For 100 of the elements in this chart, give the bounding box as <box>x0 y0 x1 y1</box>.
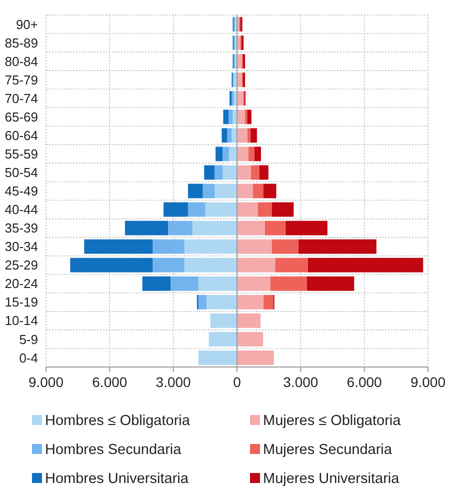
bar <box>242 72 246 88</box>
bar <box>198 276 237 291</box>
y-tick-label: 0-4 <box>19 350 38 366</box>
y-tick-label: 65-69 <box>4 109 38 124</box>
y-tick-label: 30-34 <box>4 239 38 254</box>
bar <box>308 258 424 272</box>
bar <box>184 258 237 272</box>
y-tick-label: 60-64 <box>4 128 38 143</box>
bar <box>124 220 168 236</box>
bar <box>247 110 252 124</box>
bar <box>264 220 286 236</box>
bar <box>237 110 246 124</box>
bar <box>237 72 242 88</box>
y-tick-label: 55-59 <box>4 146 38 162</box>
bar <box>84 239 153 254</box>
y-tick-label: 15-19 <box>4 294 38 310</box>
legend-label: Hombres ≤ Obligatoria <box>45 413 191 430</box>
bar <box>228 110 233 124</box>
bar <box>170 276 198 291</box>
x-tick-label: 9.000 <box>28 374 64 390</box>
bar <box>227 128 232 143</box>
bar <box>237 165 252 180</box>
y-tick-label: 70-74 <box>4 90 38 106</box>
bar <box>152 258 184 272</box>
legend-label: Hombres Secundaria <box>45 442 182 458</box>
bar <box>222 128 228 143</box>
bar <box>204 165 215 180</box>
bar <box>275 258 308 272</box>
bar <box>188 184 203 198</box>
bar <box>206 294 237 310</box>
bar <box>247 128 251 143</box>
bar <box>241 36 244 50</box>
bar <box>264 294 274 310</box>
x-tick-label: 3.000 <box>156 374 192 390</box>
bar <box>237 184 253 198</box>
bar <box>258 202 272 217</box>
bar <box>237 239 272 254</box>
x-tick-label: 0 <box>233 374 242 390</box>
bar <box>272 239 299 254</box>
x-tick-label: 6.000 <box>346 374 382 390</box>
y-tick-label: 80-84 <box>4 54 38 69</box>
bar <box>298 239 376 254</box>
bar <box>168 220 192 236</box>
y-tick-label: 35-39 <box>4 220 38 236</box>
x-tick-label: 3.000 <box>283 374 318 390</box>
bar <box>237 313 261 328</box>
bar <box>237 332 264 346</box>
x-tick-label: 9.000 <box>410 374 446 390</box>
bar <box>70 258 153 272</box>
y-tick-label: 40-44 <box>4 202 38 218</box>
bar <box>237 258 276 272</box>
bar <box>208 332 237 346</box>
legend-label: Hombres Universitaria <box>45 471 190 487</box>
bar <box>184 239 237 254</box>
y-tick-label: 90+ <box>16 16 38 32</box>
bar <box>192 220 237 236</box>
y-tick-label: 10-14 <box>4 313 38 328</box>
bar <box>270 276 307 291</box>
bar <box>223 110 229 124</box>
bar <box>250 128 257 143</box>
bar <box>259 165 268 180</box>
legend-label: Mujeres ≤ Obligatoria <box>263 413 402 430</box>
bar <box>188 202 206 217</box>
bar <box>202 184 215 198</box>
bar <box>252 184 264 198</box>
bar <box>263 184 276 198</box>
bar <box>214 165 223 180</box>
bar <box>222 165 237 180</box>
y-tick-label: 5-9 <box>19 332 38 347</box>
x-tick-label: 6.000 <box>92 374 128 390</box>
bar <box>251 165 260 180</box>
bar <box>214 184 237 198</box>
y-tick-label: 50-54 <box>4 165 38 180</box>
bar <box>237 128 248 143</box>
y-tick-label: 20-24 <box>4 276 38 292</box>
bar <box>205 202 237 217</box>
bar <box>272 202 294 217</box>
bar <box>228 146 237 162</box>
bar <box>306 276 354 291</box>
bar <box>237 146 248 162</box>
bar <box>254 146 261 162</box>
bar <box>237 202 258 217</box>
bar <box>237 54 242 69</box>
bar <box>142 276 171 291</box>
bar <box>164 202 188 217</box>
bar <box>216 146 223 162</box>
bar <box>222 146 229 162</box>
legend-label: Mujeres Universitaria <box>263 471 400 487</box>
y-tick-label: 25-29 <box>4 258 38 273</box>
bar <box>237 294 264 310</box>
bar <box>286 220 328 236</box>
bar <box>242 54 246 69</box>
y-tick-label: 75-79 <box>4 72 38 88</box>
bar <box>152 239 184 254</box>
bar <box>232 128 237 143</box>
bar <box>198 350 237 365</box>
bar <box>248 146 254 162</box>
bar <box>237 350 274 365</box>
bar <box>210 313 237 328</box>
legend-label: Mujeres Secundaria <box>263 442 393 458</box>
